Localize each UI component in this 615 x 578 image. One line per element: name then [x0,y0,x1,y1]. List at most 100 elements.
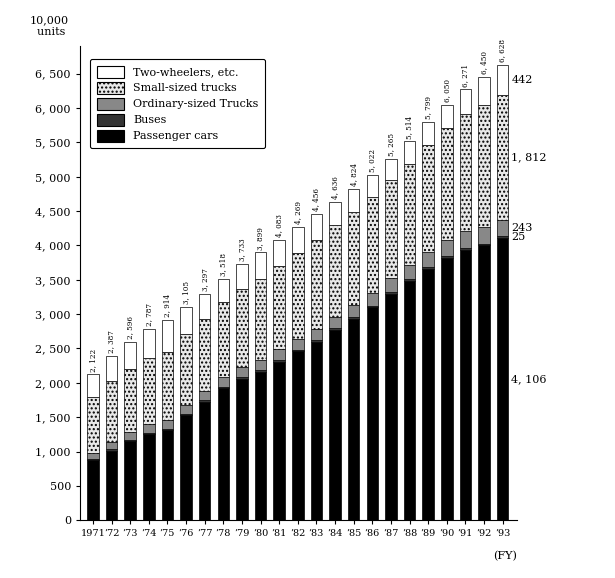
Bar [404,279,415,281]
Bar [180,405,192,414]
Text: 5, 265: 5, 265 [387,133,395,156]
Bar [106,451,117,520]
Bar [423,267,434,269]
Bar [87,375,99,397]
Bar [497,65,509,95]
Bar [329,330,341,520]
Bar [143,424,154,433]
Text: 243: 243 [511,223,533,233]
Text: 3, 518: 3, 518 [220,253,228,276]
Text: 5, 799: 5, 799 [424,96,432,119]
Bar [124,432,136,440]
Bar [236,264,248,289]
Bar [385,292,397,294]
Bar [311,240,322,329]
Bar [199,294,210,319]
Text: 2, 122: 2, 122 [89,349,97,372]
Legend: Two-wheelers, etc., Small-sized trucks, Ordinary-sized Trucks, Buses, Passenger : Two-wheelers, etc., Small-sized trucks, … [90,59,265,149]
Bar [274,240,285,266]
Text: 10,000
  units: 10,000 units [30,15,69,37]
Bar [124,369,136,432]
Bar [329,202,341,225]
Bar [311,329,322,340]
Bar [236,379,248,520]
Bar [459,114,471,231]
Bar [236,289,248,367]
Bar [404,281,415,520]
Bar [459,231,471,248]
Text: 3, 899: 3, 899 [256,227,264,250]
Bar [292,227,304,253]
Bar [329,328,341,330]
Bar [348,305,359,317]
Bar [236,367,248,377]
Text: 2, 914: 2, 914 [164,294,172,317]
Bar [274,266,285,350]
Text: 5, 022: 5, 022 [368,150,376,172]
Text: 4, 269: 4, 269 [294,201,302,224]
Bar [106,356,117,381]
Bar [311,340,322,342]
Bar [478,105,490,227]
Bar [199,401,210,402]
Text: 4, 824: 4, 824 [350,163,358,186]
Bar [348,212,359,305]
Text: 2, 387: 2, 387 [108,331,116,354]
Bar [87,397,99,453]
Bar [87,453,99,459]
Bar [329,317,341,328]
Bar [423,269,434,520]
Bar [180,334,192,405]
Text: 442: 442 [511,75,533,85]
Bar [423,144,434,251]
Text: 6, 050: 6, 050 [443,79,451,102]
Bar [478,77,490,105]
Bar [162,420,173,429]
Bar [292,339,304,350]
Bar [124,440,136,441]
Bar [143,329,154,358]
Bar [218,279,229,302]
Bar [441,128,453,240]
Bar [106,442,117,450]
Bar [292,351,304,520]
Bar [87,461,99,520]
Bar [385,158,397,180]
Bar [459,248,471,250]
Bar [478,244,490,246]
Text: 4, 083: 4, 083 [275,214,283,237]
Bar [255,253,266,279]
Bar [404,265,415,279]
Bar [236,377,248,379]
Bar [367,307,378,520]
Bar [478,227,490,244]
Text: 4, 636: 4, 636 [331,176,339,199]
Text: 1, 812: 1, 812 [511,153,547,162]
Bar [348,319,359,520]
Bar [404,142,415,164]
Bar [124,441,136,520]
Bar [255,279,266,360]
Bar [255,370,266,372]
Bar [274,361,285,520]
Bar [497,220,509,236]
Bar [199,391,210,401]
Bar [497,95,509,220]
Bar [255,360,266,370]
Text: 3, 733: 3, 733 [238,238,246,261]
Bar [478,246,490,520]
Bar [497,236,509,238]
Bar [180,307,192,334]
Bar [218,387,229,388]
Bar [143,358,154,424]
Text: 5, 514: 5, 514 [405,116,413,139]
Bar [218,388,229,520]
Bar [87,459,99,461]
Bar [311,342,322,520]
Bar [367,306,378,307]
Text: 6, 628: 6, 628 [499,39,507,62]
Bar [162,429,173,430]
Bar [292,350,304,351]
Bar [367,197,378,293]
Bar [441,240,453,256]
